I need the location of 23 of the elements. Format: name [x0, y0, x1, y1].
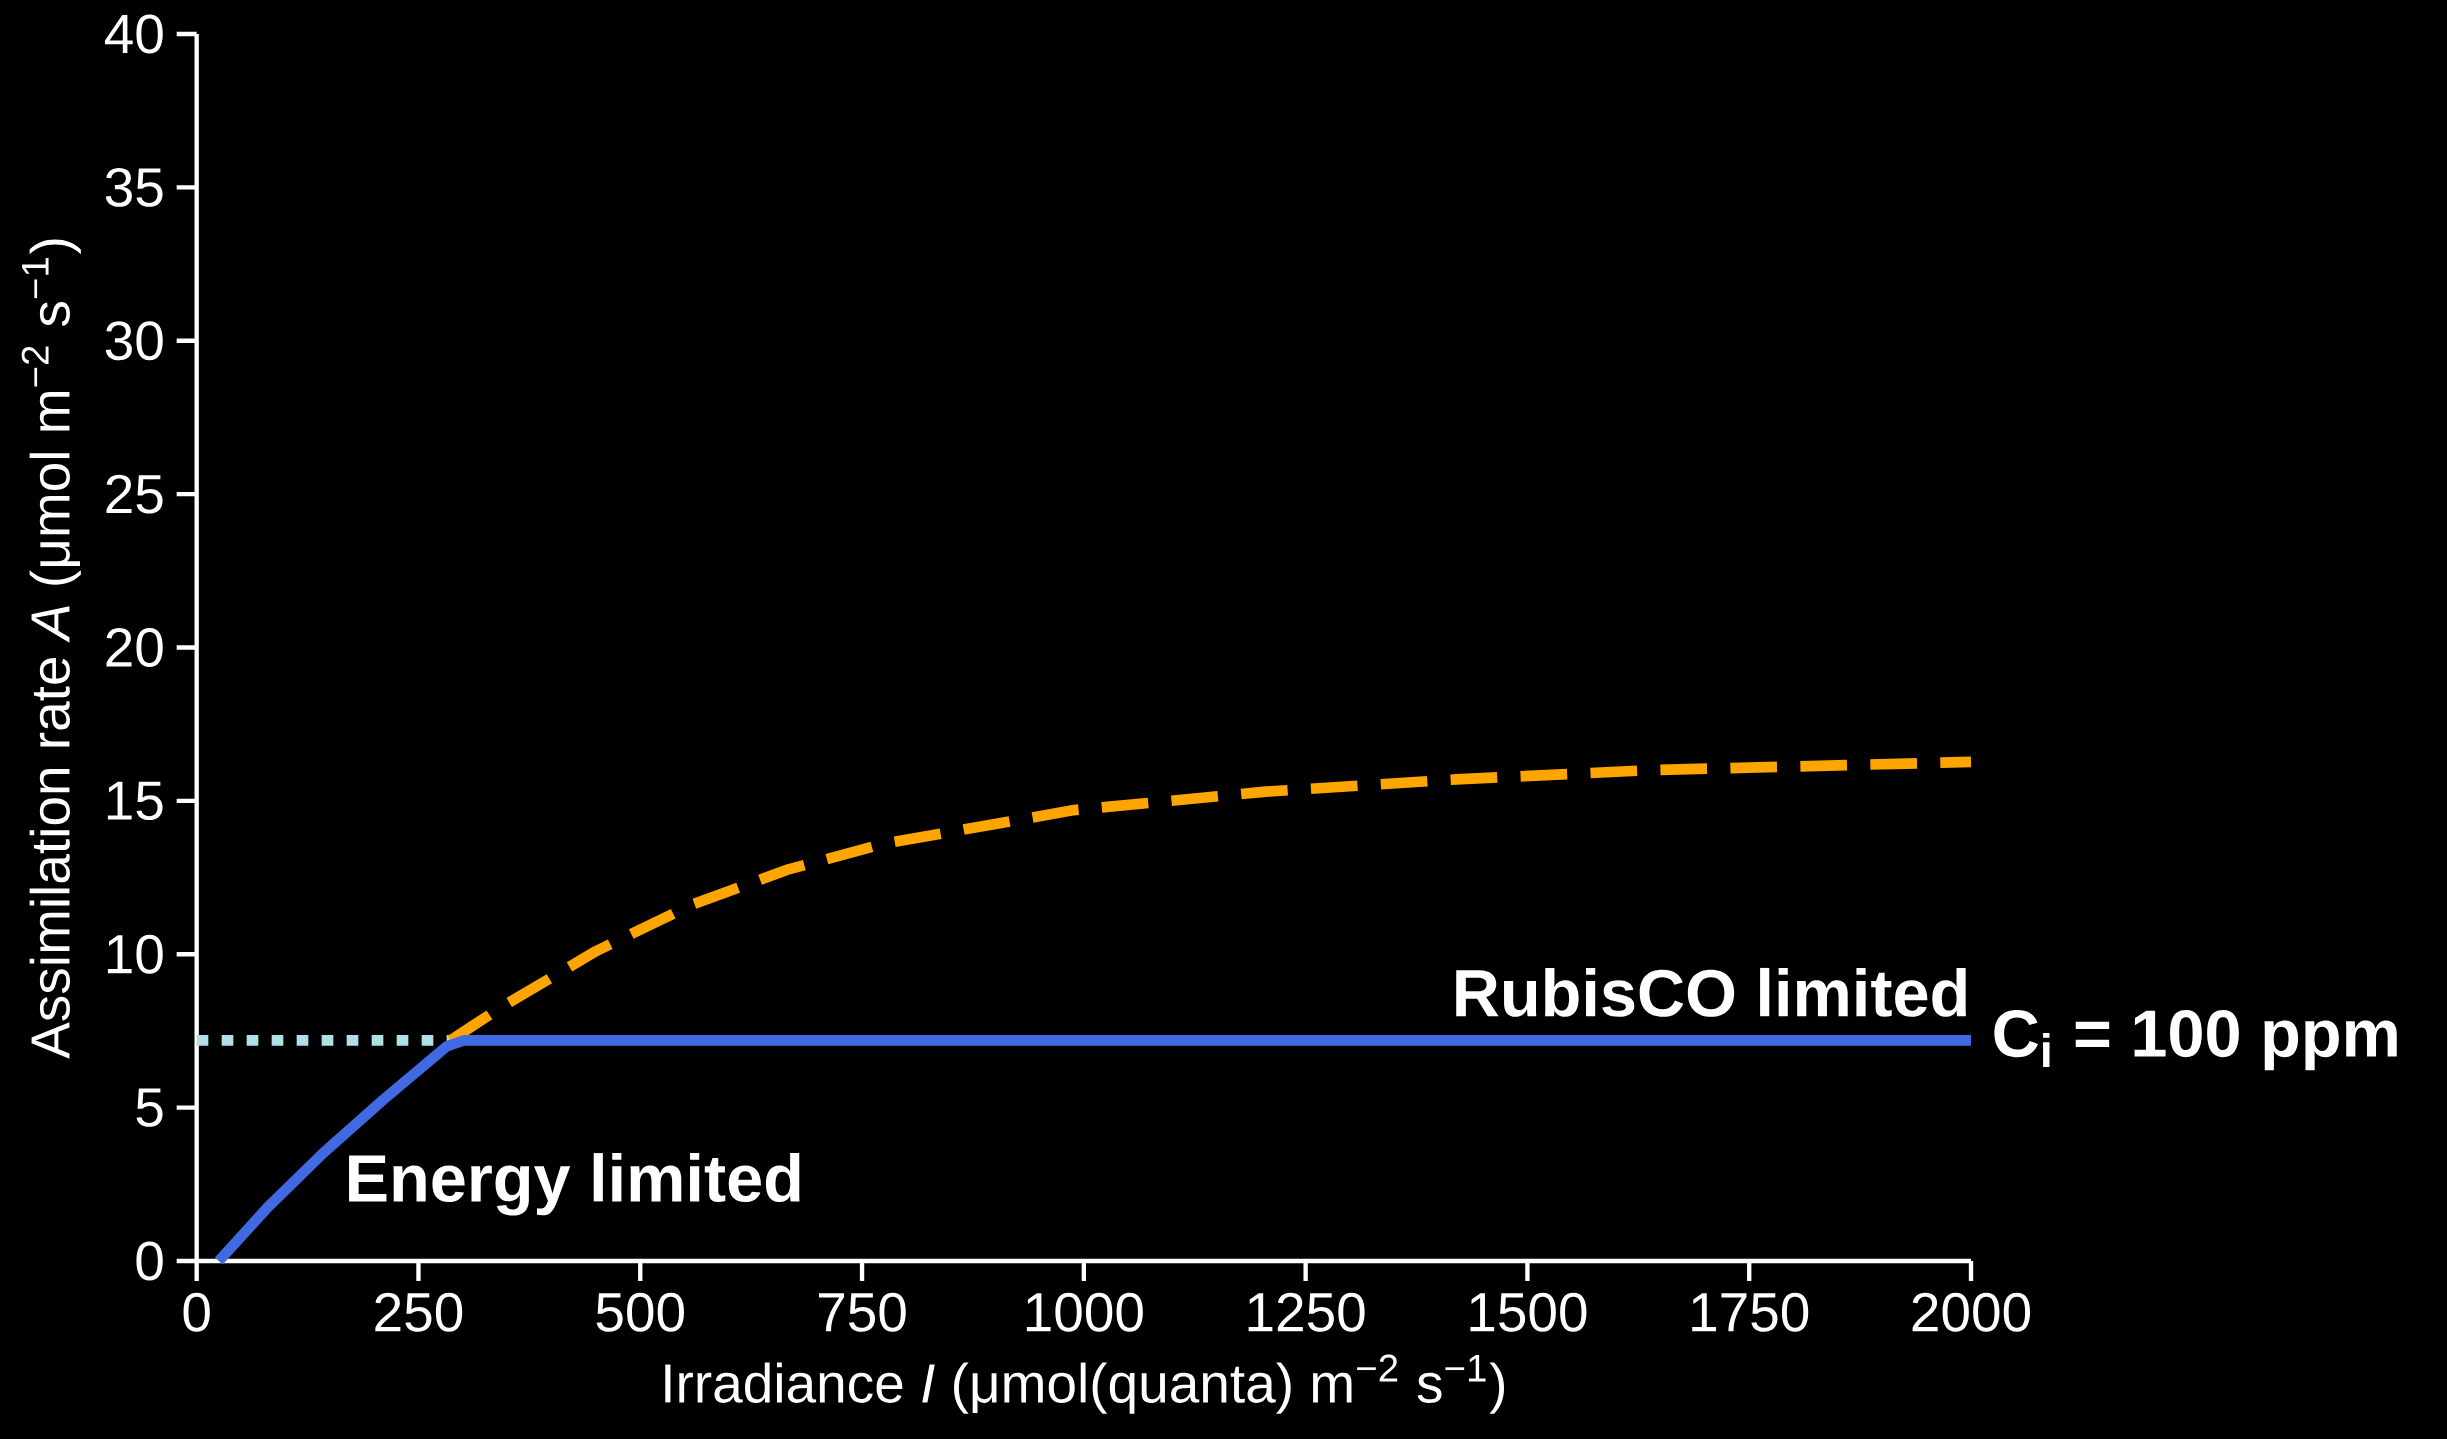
- x-tick-label: 1000: [1026, 1292, 1143, 1332]
- text: C$_{i}$ = 100 ppm: [1994, 1009, 2397, 1071]
- x-tick-label: 250: [375, 1292, 463, 1332]
- x-tick-label: 1250: [1248, 1292, 1365, 1332]
- y-tick-label: 40: [104, 14, 163, 54]
- x-tick-label: 750: [818, 1292, 906, 1332]
- x-tick-label: 0: [183, 1292, 210, 1332]
- x-tick-label: 2000: [1912, 1292, 2031, 1332]
- y-tick-label: 0: [136, 1241, 163, 1281]
- y-tick-label: 15: [107, 781, 163, 821]
- x-tick-label: 1750: [1692, 1292, 1809, 1332]
- x-tick-label: 500: [596, 1292, 684, 1332]
- x-tick-label: 1500: [1470, 1292, 1587, 1332]
- y-tick-label: 35: [105, 167, 163, 207]
- annotation: RubisCO limited: [1456, 967, 1966, 1017]
- x-axis-title: Irradiance I (μmol(quanta) m$^{−2}$ s$^{−1}$): [665, 1354, 1505, 1414]
- y-tick-label: 30: [105, 321, 163, 361]
- y-tick-label: 5: [136, 1088, 163, 1127]
- y-axis-title: Assimilation rate A (μmol m$^{−2}$ s$^{−1}$): [21, 239, 81, 1059]
- y-tick-label: 20: [106, 628, 163, 667]
- y-tick-label: 25: [106, 474, 163, 514]
- annotation: Energy limited: [349, 1153, 800, 1216]
- y-tick-label: 10: [107, 934, 163, 974]
